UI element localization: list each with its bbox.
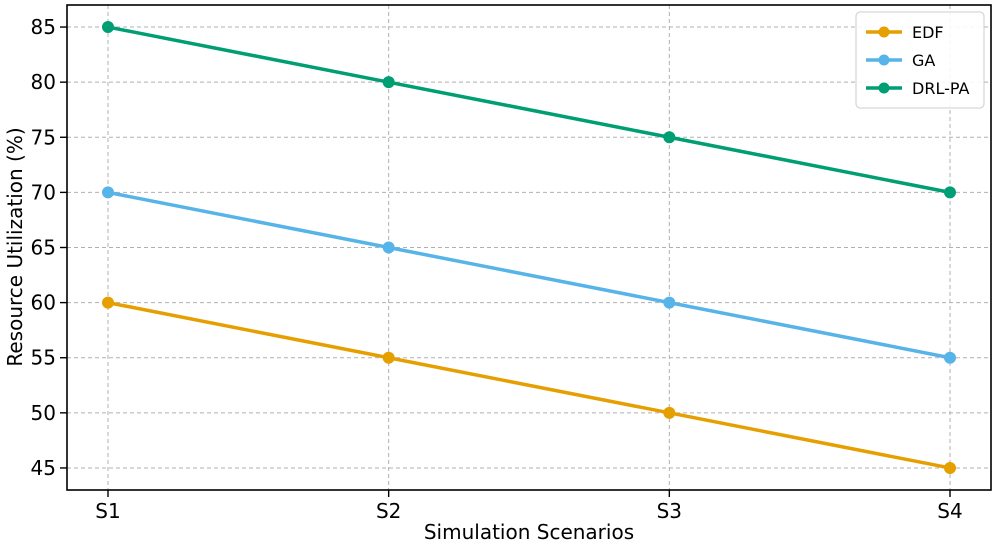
y-tick-label: 70	[31, 180, 56, 204]
data-point-ga	[944, 351, 956, 364]
series-line-edf	[107, 300, 951, 470]
legend-entry-edf: EDF	[866, 23, 944, 42]
x-tick-label: S3	[657, 499, 682, 523]
y-tick-label: 60	[31, 291, 56, 315]
axes	[60, 4, 992, 497]
legend: EDF GA DRL-PA	[855, 11, 985, 109]
data-point-drl-pa	[102, 21, 114, 34]
y-tick-label: 55	[31, 346, 56, 370]
data-point-drl-pa	[382, 76, 395, 89]
data-point-drl-pa	[663, 131, 676, 144]
x-axis-label: Simulation Scenarios	[424, 520, 634, 544]
x-tick-label: S1	[95, 499, 120, 523]
y-tick-label: 80	[31, 70, 56, 94]
series-line-ga	[107, 190, 951, 360]
legend-entry-ga: GA	[866, 51, 935, 70]
legend-swatch-marker	[878, 54, 890, 66]
series-drl-pa	[102, 21, 956, 199]
data-point-drl-pa	[944, 186, 956, 199]
data-point-ga	[382, 241, 395, 254]
y-tick-label: 50	[31, 401, 56, 425]
grid	[67, 5, 991, 490]
data-point-edf	[944, 461, 956, 474]
series-line-drl-pa	[107, 25, 951, 195]
y-tick-label: 45	[31, 456, 56, 480]
series-edf	[102, 296, 956, 474]
x-tick-label: S4	[937, 499, 962, 523]
tick-labels: 45 50 55 60 65 70 75 80 85 S1 S2 S3 S4	[31, 15, 963, 523]
y-tick-label: 65	[31, 236, 56, 260]
legend-label: EDF	[912, 23, 944, 42]
data-point-edf	[102, 296, 114, 309]
data-point-edf	[663, 406, 676, 419]
data-point-ga	[102, 186, 114, 199]
y-axis-label: Resource Utilization (%)	[3, 127, 27, 366]
series-layer	[102, 21, 956, 474]
legend-swatch-marker	[878, 82, 890, 94]
data-point-edf	[382, 351, 395, 364]
legend-swatch-marker	[878, 26, 890, 38]
series-ga	[102, 186, 956, 364]
legend-entry-drl-pa: DRL-PA	[866, 79, 969, 98]
y-tick-label: 85	[31, 15, 56, 39]
legend-box	[855, 11, 985, 109]
legend-label: DRL-PA	[912, 79, 969, 98]
y-tick-label: 75	[31, 125, 56, 149]
x-tick-label: S2	[376, 499, 401, 523]
data-point-ga	[663, 296, 676, 309]
legend-label: GA	[912, 51, 935, 70]
